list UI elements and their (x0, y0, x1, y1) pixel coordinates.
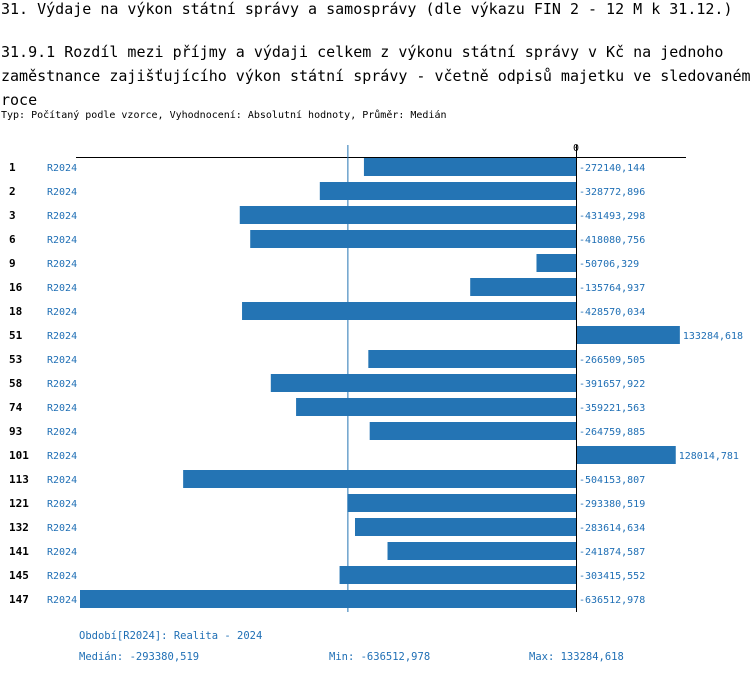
value-label: 128014,781 (679, 451, 739, 462)
value-label: 133284,618 (683, 331, 743, 342)
footer-median: Medián: -293380,519 (79, 651, 200, 663)
value-label: -359221,563 (579, 403, 645, 414)
value-label: -328772,896 (579, 187, 645, 198)
bar (339, 566, 576, 584)
category-label: 58 (9, 377, 22, 390)
bar (387, 542, 576, 560)
bar (363, 158, 576, 176)
category-label: 141 (9, 545, 29, 558)
series-label: R2024 (47, 427, 77, 438)
bar (347, 494, 576, 512)
series-label: R2024 (47, 595, 77, 606)
bar (183, 470, 576, 488)
value-label: -264759,885 (579, 427, 645, 438)
series-label: R2024 (47, 163, 77, 174)
series-label: R2024 (47, 259, 77, 270)
bar (354, 518, 576, 536)
series-label: R2024 (47, 571, 77, 582)
category-label: 1 (9, 161, 16, 174)
category-label: 93 (9, 425, 22, 438)
bar (369, 422, 576, 440)
category-label: 113 (9, 473, 29, 486)
series-label: R2024 (47, 499, 77, 510)
value-label: -135764,937 (579, 283, 645, 294)
category-label: 18 (9, 305, 22, 318)
footer-period: Období[R2024]: Realita - 2024 (79, 630, 263, 642)
category-label: 145 (9, 569, 29, 582)
series-label: R2024 (47, 547, 77, 558)
bar (319, 182, 576, 200)
value-label: -293380,519 (579, 499, 645, 510)
value-label: -50706,329 (579, 259, 639, 270)
bar (250, 230, 576, 248)
bar (536, 254, 576, 272)
series-label: R2024 (47, 187, 77, 198)
page-title: 31. Výdaje na výkon státní správy a samo… (1, 0, 733, 18)
series-label: R2024 (47, 331, 77, 342)
series-label: R2024 (47, 283, 77, 294)
series-label: R2024 (47, 523, 77, 534)
category-label: 51 (9, 329, 23, 342)
bar (80, 590, 576, 608)
bar (368, 350, 576, 368)
bar (239, 206, 577, 224)
bar (470, 278, 576, 296)
bar (242, 302, 577, 320)
category-label: 6 (9, 233, 16, 246)
category-label: 3 (9, 209, 16, 222)
footer-min: Min: -636512,978 (329, 651, 431, 663)
bar (576, 446, 676, 464)
chart-title: 31.9.1 Rozdíl mezi příjmy a výdaji celke… (1, 43, 750, 109)
series-label: R2024 (47, 379, 77, 390)
value-label: -272140,144 (579, 163, 645, 174)
category-label: 132 (9, 521, 29, 534)
series-label: R2024 (47, 451, 77, 462)
series-label: R2024 (47, 235, 77, 246)
series-label: R2024 (47, 475, 77, 486)
category-label: 121 (9, 497, 29, 510)
category-label: 16 (9, 281, 23, 294)
series-label: R2024 (47, 355, 77, 366)
value-label: -241874,587 (579, 547, 645, 558)
footer-max: Max: 133284,618 (529, 651, 624, 663)
bar (296, 398, 576, 416)
category-label: 53 (9, 353, 22, 366)
value-label: -303415,552 (579, 571, 645, 582)
value-label: -428570,034 (579, 307, 645, 318)
value-label: -431493,298 (579, 211, 645, 222)
value-label: -636512,978 (579, 595, 645, 606)
value-label: -266509,505 (579, 355, 645, 366)
category-label: 2 (9, 185, 16, 198)
category-label: 101 (9, 449, 29, 462)
series-label: R2024 (47, 211, 77, 222)
value-label: -418080,756 (579, 235, 645, 246)
series-label: R2024 (47, 403, 77, 414)
value-label: -283614,634 (579, 523, 645, 534)
category-label: 9 (9, 257, 16, 270)
value-label: -391657,922 (579, 379, 645, 390)
bar (576, 326, 680, 344)
value-label: -504153,807 (579, 475, 645, 486)
bar (270, 374, 576, 392)
chart-meta: Typ: Počítaný podle vzorce, Vyhodnocení:… (1, 110, 447, 121)
category-label: 74 (9, 401, 23, 414)
category-label: 147 (9, 593, 29, 606)
series-label: R2024 (47, 307, 77, 318)
